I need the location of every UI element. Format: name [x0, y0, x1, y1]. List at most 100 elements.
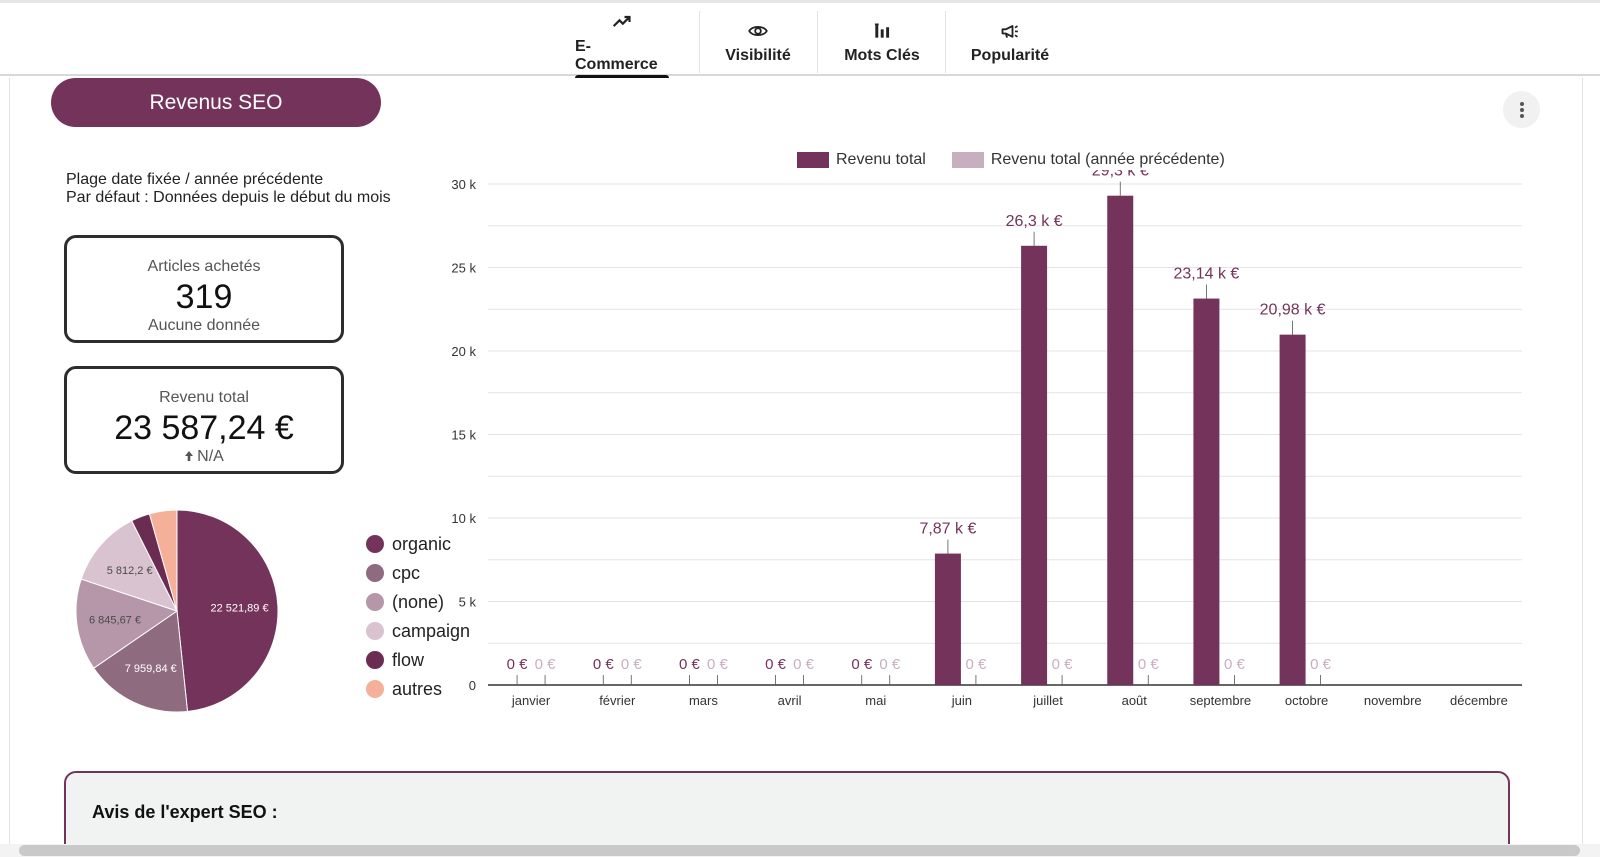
date-note-line: Plage date fixée / année précédente [66, 171, 324, 188]
bar-data-label: 29,3 k € [1092, 170, 1149, 180]
tab-popularite[interactable]: Popularité [966, 9, 1054, 77]
y-tick-label: 20 k [451, 344, 476, 359]
scorecard-value: 23 587,24 € [114, 409, 294, 447]
bar-revenu-total[interactable] [934, 553, 961, 685]
report-nav: E-Commerce Visibilité Mots Clés [0, 0, 1600, 79]
tab-divider [945, 11, 946, 73]
pie-value-label: 7 959,84 € [125, 663, 177, 675]
y-tick-label: 5 k [459, 595, 477, 610]
x-tick-label: novembre [1364, 693, 1422, 708]
x-tick-label: août [1122, 693, 1148, 708]
legend-label: autres [392, 678, 443, 699]
bar-data-label: 0 € [965, 656, 987, 673]
bar-data-label: 0 € [621, 656, 643, 673]
pie-chart-panel: 22 521,89 € 7 959,84 € 6 845,67 € 5 812,2 €… [70, 509, 470, 725]
bar-data-label: 0 € [679, 656, 701, 673]
date-range-note: Plage date fixée / année précédente Par … [66, 171, 391, 207]
pie-legend-item: flow [366, 649, 424, 671]
legend-swatch [366, 680, 384, 698]
tab-divider [817, 11, 818, 73]
bar-data-label: 0 € [507, 656, 529, 673]
bar-data-label: 0 € [593, 656, 615, 673]
tab-label: Visibilité [725, 47, 791, 64]
pie-legend-item: (none) [366, 591, 444, 613]
more-vertical-icon [1519, 101, 1524, 118]
bar-revenu-total[interactable] [1279, 334, 1306, 685]
legend-swatch [366, 593, 384, 611]
section-title: Revenus SEO [51, 78, 381, 127]
tab-mots-cles[interactable]: Mots Clés [840, 9, 924, 77]
bar-data-label: 0 € [707, 656, 729, 673]
bar-chart-legend: Revenu total Revenu total (année précéde… [797, 150, 1251, 170]
pie-slice-autres[interactable] [148, 509, 178, 612]
y-tick-label: 0 [469, 678, 476, 693]
bar-revenu-total[interactable] [1021, 245, 1048, 685]
legend-swatch [366, 535, 384, 553]
legend-swatch [366, 622, 384, 640]
pie-slice-campaign[interactable] [80, 520, 178, 612]
legend-swatch [366, 651, 384, 669]
x-tick-label: septembre [1190, 693, 1251, 708]
bar-data-label: 26,3 k € [1006, 213, 1063, 230]
pie-legend-item: cpc [366, 562, 420, 584]
pie-value-label: 22 521,89 € [210, 603, 268, 615]
tab-divider [699, 11, 700, 73]
y-tick-label: 25 k [451, 261, 476, 276]
legend-label: campaign [392, 620, 471, 641]
bar-data-label: 0 € [1310, 656, 1332, 673]
x-tick-label: décembre [1450, 693, 1508, 708]
pie-value-label: 6 845,67 € [89, 615, 141, 627]
legend-label: flow [392, 649, 425, 670]
bar-data-label: 7,87 k € [919, 521, 976, 538]
pie-slice-cpc[interactable] [93, 610, 189, 713]
bar-revenu-total[interactable] [1193, 298, 1220, 685]
tab-label: E-Commerce [575, 38, 658, 73]
pie-slice-none[interactable] [75, 578, 179, 669]
arrow-up-icon [185, 451, 194, 461]
bar-data-label: 0 € [793, 656, 815, 673]
scorecard-comparison: N/A [67, 448, 341, 466]
date-note-line: Par défaut : Données depuis le début du … [66, 189, 391, 206]
legend-label: Revenu total [836, 151, 926, 168]
bar-chart-icon [874, 23, 890, 38]
legend-label: organic [392, 533, 452, 554]
legend-swatch [366, 564, 384, 582]
bar-data-label: 0 € [1224, 656, 1246, 673]
pie-slice-organic[interactable] [176, 509, 279, 713]
chart-menu-button[interactable] [1503, 91, 1540, 128]
scorecard-value: 319 [175, 278, 233, 316]
source-pie-chart[interactable]: 22 521,89 € 7 959,84 € 6 845,67 € 5 812,2 € [70, 509, 290, 725]
tab-label: Popularité [970, 47, 1050, 64]
x-tick-label: mai [865, 693, 886, 708]
expert-opinion-box: Avis de l'expert SEO : [64, 771, 1510, 857]
x-tick-label: avril [778, 693, 802, 708]
eye-icon [748, 26, 768, 36]
bar-revenu-total[interactable] [1107, 195, 1134, 685]
legend-swatch [797, 152, 829, 168]
pie-legend-item: autres [366, 678, 442, 700]
monthly-revenue-bar-chart[interactable]: 0 5 k 10 k 15 k 20 k 25 k 30 k janvier 0 € 0 € fév… [430, 170, 1530, 715]
bar-data-label: 0 € [1052, 656, 1074, 673]
bar-data-label: 0 € [1138, 656, 1160, 673]
scorecard-label: Articles achetés [147, 258, 261, 275]
tab-e-commerce[interactable]: E-Commerce [575, 9, 669, 79]
scorecard-revenue: Revenu total 23 587,24 € N/A [64, 366, 344, 474]
legend-label: (none) [392, 591, 445, 612]
x-tick-label: juillet [1032, 693, 1063, 708]
megaphone-icon [1001, 25, 1018, 38]
legend-label: cpc [392, 562, 421, 583]
bar-data-label: 0 € [765, 656, 787, 673]
scrollbar-thumb[interactable] [19, 845, 1580, 856]
legend-label: Revenu total (année précédente) [990, 151, 1225, 168]
tab-visibilite[interactable]: Visibilité [716, 9, 800, 77]
scorecard-comparison-text: N/A [197, 448, 224, 465]
scorecard-articles: Articles achetés 319 Aucune donnée [64, 235, 344, 343]
bar-data-label: 0 € [851, 656, 873, 673]
y-tick-label: 10 k [451, 511, 476, 526]
scorecard-comparison: Aucune donnée [147, 317, 261, 334]
y-tick-label: 30 k [451, 177, 476, 192]
pie-legend-item: campaign [366, 620, 470, 642]
pie-value-label: 5 812,2 € [107, 565, 153, 577]
bar-data-label: 20,98 k € [1260, 302, 1326, 319]
